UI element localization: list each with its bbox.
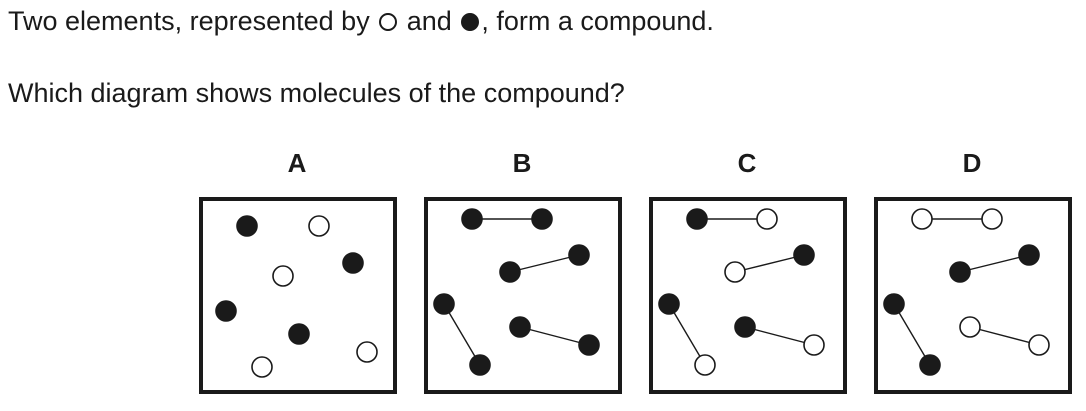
black-atom-bonded: [883, 293, 905, 315]
black-atom-bonded: [793, 244, 815, 266]
question-prompt: Which diagram shows molecules of the com…: [8, 78, 625, 108]
question-intro: Two elements, represented by and , form …: [8, 6, 714, 37]
black-atom-bonded: [734, 316, 756, 338]
black-atom-bonded: [509, 316, 531, 338]
bond-line: [744, 326, 815, 346]
option-b-diagram[interactable]: [424, 197, 622, 394]
bond-line: [668, 303, 706, 366]
white-atom-bonded: [981, 208, 1003, 230]
option-label-b: B: [512, 148, 532, 178]
option-b-box: [424, 197, 622, 394]
intro-text-after: , form a compound.: [481, 6, 714, 36]
white-atom-bonded: [911, 208, 933, 230]
option-d-box: [874, 197, 1072, 394]
black-atom-bonded: [686, 208, 708, 230]
option-a-diagram[interactable]: [199, 197, 397, 394]
white-atom-bonded: [959, 316, 981, 338]
black-atom-bonded: [919, 354, 941, 376]
option-c-box: [649, 197, 847, 394]
white-atom-free: [272, 265, 294, 287]
bond-line: [969, 326, 1040, 346]
white-atom-bonded: [694, 354, 716, 376]
black-atom-bonded: [1018, 244, 1040, 266]
option-a-box: [199, 197, 397, 394]
black-atom-bonded: [578, 334, 600, 356]
black-atom-free: [342, 252, 364, 274]
black-atom-bonded: [531, 208, 553, 230]
bond-line: [893, 303, 931, 366]
bond-line: [509, 254, 580, 273]
white-atom-bonded: [803, 334, 825, 356]
white-atom-bonded: [1028, 334, 1050, 356]
intro-text-middle: and: [406, 6, 452, 36]
black-atom-free: [215, 300, 237, 322]
bond-line: [734, 254, 805, 273]
black-atom-symbol: [461, 13, 480, 31]
black-atom-bonded: [499, 261, 521, 283]
bond-line: [959, 254, 1030, 273]
white-atom-free: [356, 341, 378, 363]
black-atom-free: [236, 215, 258, 237]
option-d-diagram[interactable]: [874, 197, 1072, 394]
option-label-d: D: [962, 148, 982, 178]
white-atom-symbol: [379, 13, 398, 31]
black-atom-bonded: [568, 244, 590, 266]
white-atom-bonded: [756, 208, 778, 230]
intro-text-before: Two elements, represented by: [8, 6, 370, 36]
black-atom-bonded: [469, 354, 491, 376]
white-atom-free: [251, 356, 273, 378]
option-label-c: C: [737, 148, 757, 178]
bond-line: [443, 303, 481, 366]
black-atom-bonded: [433, 293, 455, 315]
black-atom-free: [288, 323, 310, 345]
black-atom-bonded: [949, 261, 971, 283]
white-atom-free: [308, 215, 330, 237]
option-label-a: A: [287, 148, 307, 178]
black-atom-bonded: [461, 208, 483, 230]
bond-line: [519, 326, 590, 346]
black-atom-bonded: [658, 293, 680, 315]
white-atom-bonded: [724, 261, 746, 283]
option-c-diagram[interactable]: [649, 197, 847, 394]
